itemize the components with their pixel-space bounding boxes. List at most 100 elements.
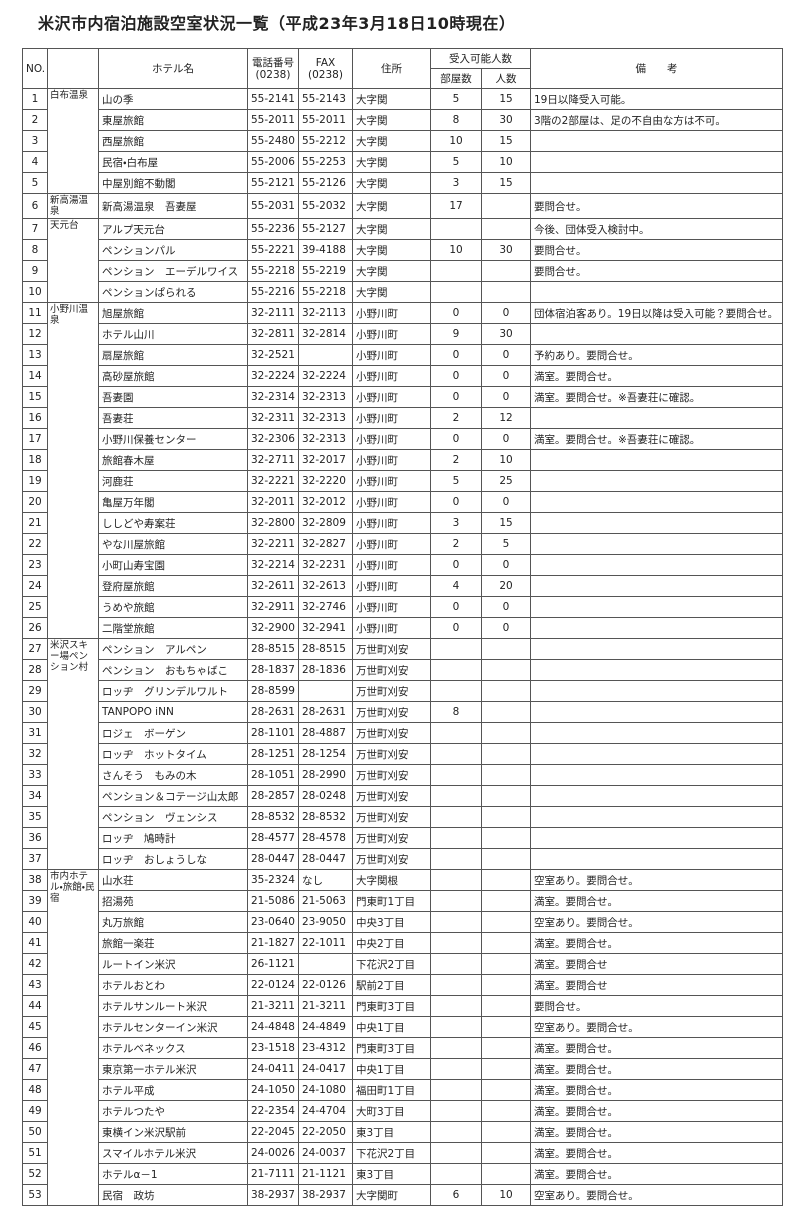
- people-cell: 10: [481, 449, 531, 471]
- no-cell: 25: [22, 596, 48, 618]
- rooms-cell: [430, 260, 482, 282]
- note-cell: [530, 596, 783, 618]
- address-cell: 下花沢2丁目: [352, 1142, 431, 1164]
- hotel-row: 23 小町山寿宝園 32-2214 32-2231 小野川町 0 0: [22, 554, 783, 576]
- address-cell: 中央2丁目: [352, 932, 431, 954]
- no-cell: 28: [22, 659, 48, 681]
- address-cell: 小野川町: [352, 449, 431, 471]
- tel-cell: 32-2211: [247, 533, 299, 555]
- note-cell: 満室。要問合せ。: [530, 1037, 783, 1059]
- note-cell: 満室。要問合せ。: [530, 932, 783, 954]
- fax-cell: 28-8515: [298, 638, 353, 660]
- note-cell: 満室。要問合せ: [530, 974, 783, 996]
- area-cell: 白布温泉: [47, 88, 99, 194]
- tel-cell: 55-2480: [247, 130, 299, 152]
- people-cell: [481, 1142, 531, 1164]
- note-cell: 要問合せ。: [530, 239, 783, 261]
- no-cell: 16: [22, 407, 48, 429]
- note-cell: [530, 172, 783, 194]
- hotel-row: 16 吾妻荘 32-2311 32-2313 小野川町 2 12: [22, 407, 783, 429]
- hotel-row: 47 東京第一ホテル米沢 24-0411 24-0417 中央1丁目 満室。要問合せ。: [22, 1058, 783, 1080]
- note-cell: 3階の2部屋は、足の不自由な方は不可。: [530, 109, 783, 131]
- fax-cell: 55-2032: [298, 193, 353, 219]
- tel-cell: 28-2857: [247, 785, 299, 807]
- fax-cell: 32-2113: [298, 302, 353, 324]
- tel-cell: 32-2011: [247, 491, 299, 513]
- area-cell: 天元台: [47, 218, 99, 303]
- no-cell: 42: [22, 953, 48, 975]
- note-cell: 満室。要問合せ。: [530, 1163, 783, 1185]
- rooms-cell: 9: [430, 323, 482, 345]
- address-cell: 門東町3丁目: [352, 1037, 431, 1059]
- hotel-row: 46 ホテルベネックス 23-1518 23-4312 門東町3丁目 満室。要問合せ。: [22, 1037, 783, 1059]
- tel-cell: 24-4848: [247, 1016, 299, 1038]
- name-cell: 旅館春木屋: [98, 449, 248, 471]
- rooms-cell: 5: [430, 470, 482, 492]
- no-cell: 52: [22, 1163, 48, 1185]
- address-cell: 大字関: [352, 281, 431, 303]
- note-cell: [530, 554, 783, 576]
- name-cell: 山の季: [98, 88, 248, 110]
- tel-cell: 26-1121: [247, 953, 299, 975]
- no-cell: 46: [22, 1037, 48, 1059]
- note-cell: [530, 512, 783, 534]
- note-cell: [530, 407, 783, 429]
- people-cell: [481, 743, 531, 765]
- rooms-cell: [430, 1037, 482, 1059]
- address-cell: 小野川町: [352, 344, 431, 366]
- no-cell: 12: [22, 323, 48, 345]
- people-cell: [481, 827, 531, 849]
- address-cell: 万世町刈安: [352, 764, 431, 786]
- note-cell: 満室。要問合せ。※吾妻荘に確認。: [530, 386, 783, 408]
- hotel-row: 42 ルートイン米沢 26-1121 下花沢2丁目 満室。要問合せ: [22, 953, 783, 975]
- tel-cell: 35-2324: [247, 869, 299, 891]
- no-cell: 20: [22, 491, 48, 513]
- name-cell: ホテルつたや: [98, 1100, 248, 1122]
- rooms-cell: [430, 974, 482, 996]
- people-cell: [481, 218, 531, 240]
- address-cell: 大字関: [352, 260, 431, 282]
- address-cell: 中央3丁目: [352, 911, 431, 933]
- note-cell: 今後、団体受入検討中。: [530, 218, 783, 240]
- note-cell: [530, 151, 783, 173]
- address-cell: 大字関: [352, 130, 431, 152]
- fax-cell: 32-2827: [298, 533, 353, 555]
- header-cell: 住所: [352, 48, 431, 89]
- note-cell: [530, 659, 783, 681]
- name-cell: ペンション アルペン: [98, 638, 248, 660]
- no-cell: 1: [22, 88, 48, 110]
- people-cell: 10: [481, 1184, 531, 1206]
- header-text: 電話番号: [252, 56, 294, 69]
- people-cell: 0: [481, 344, 531, 366]
- hotel-row: 43 ホテルおとわ 22-0124 22-0126 駅前2丁目 満室。要問合せ: [22, 974, 783, 996]
- address-cell: 下花沢2丁目: [352, 953, 431, 975]
- fax-cell: 32-2224: [298, 365, 353, 387]
- hotel-row: 29 ロッヂ グリンデルワルト 28-8599 万世町刈安: [22, 680, 783, 702]
- people-cell: 10: [481, 151, 531, 173]
- note-cell: 満室。要問合せ。: [530, 365, 783, 387]
- fax-cell: 22-1011: [298, 932, 353, 954]
- area-cell: 小野川温泉: [47, 302, 99, 639]
- address-cell: 小野川町: [352, 512, 431, 534]
- tel-cell: 28-8599: [247, 680, 299, 702]
- people-cell: [481, 193, 531, 219]
- note-cell: 要問合せ。: [530, 260, 783, 282]
- tel-cell: 38-2937: [247, 1184, 299, 1206]
- note-cell: [530, 575, 783, 597]
- address-cell: 中央1丁目: [352, 1058, 431, 1080]
- note-cell: 空室あり。要問合せ。: [530, 911, 783, 933]
- people-cell: 0: [481, 302, 531, 324]
- address-cell: 東3丁目: [352, 1121, 431, 1143]
- no-cell: 10: [22, 281, 48, 303]
- name-cell: ホテルおとわ: [98, 974, 248, 996]
- address-cell: 万世町刈安: [352, 848, 431, 870]
- note-cell: [530, 617, 783, 639]
- name-cell: TANPOPO iNN: [98, 701, 248, 723]
- rooms-cell: [430, 953, 482, 975]
- header-cell: [47, 48, 99, 89]
- people-cell: [481, 974, 531, 996]
- people-cell: 30: [481, 323, 531, 345]
- name-cell: ホテルベネックス: [98, 1037, 248, 1059]
- address-cell: 小野川町: [352, 386, 431, 408]
- tel-cell: 21-7111: [247, 1163, 299, 1185]
